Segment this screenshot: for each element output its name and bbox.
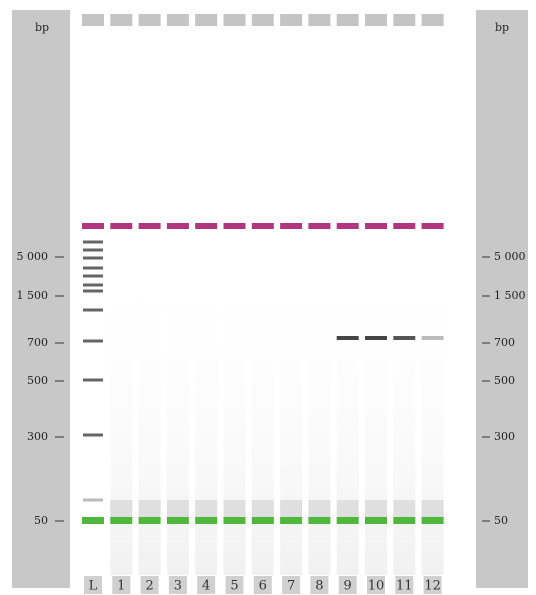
lower-marker-band <box>139 517 161 524</box>
lower-marker-band <box>224 517 246 524</box>
left-tick-label: 500 <box>27 374 48 387</box>
ladder-band <box>83 434 103 437</box>
lane-top-marker <box>224 14 246 26</box>
lane-smear <box>195 250 217 575</box>
lower-marker-band <box>308 517 330 524</box>
lower-marker-band <box>252 517 274 524</box>
right-unit: bp <box>495 21 509 34</box>
sample-band <box>422 336 444 340</box>
lower-marker-band <box>337 517 359 524</box>
lane-top-marker <box>252 14 274 26</box>
lower-marker-band <box>82 517 104 524</box>
right-tick-label: 300 <box>494 430 515 443</box>
lane-smear <box>422 250 444 575</box>
upper-marker-band <box>82 223 104 229</box>
lane-label: L <box>89 579 98 594</box>
lane-label: 1 <box>117 579 125 594</box>
lane-smear <box>308 250 330 575</box>
lower-marker-band <box>422 517 444 524</box>
left-unit: bp <box>35 21 49 34</box>
upper-marker-band <box>195 223 217 229</box>
upper-marker-band <box>224 223 246 229</box>
lower-marker-band <box>195 517 217 524</box>
ladder-band <box>83 499 103 502</box>
ladder-band <box>83 340 103 343</box>
lane-smear <box>365 250 387 575</box>
sample-band <box>337 336 359 340</box>
lane-top-marker <box>139 14 161 26</box>
lane-label: 12 <box>424 579 441 594</box>
lane-smear <box>110 250 132 575</box>
upper-marker-band <box>110 223 132 229</box>
left-tick-label: 700 <box>27 336 48 349</box>
lane-label: 2 <box>145 579 153 594</box>
upper-marker-band <box>422 223 444 229</box>
ladder-band <box>83 379 103 382</box>
lane-smear <box>393 250 415 575</box>
lane-smear <box>139 250 161 575</box>
left-tick-label: 1 500 <box>17 289 49 302</box>
lane-top-marker <box>195 14 217 26</box>
upper-marker-band <box>365 223 387 229</box>
lower-marker-band <box>110 517 132 524</box>
left-tick-label: 50 <box>34 514 48 527</box>
lane-top-marker <box>82 14 104 26</box>
lane-label: 9 <box>344 579 352 594</box>
lane-top-marker <box>393 14 415 26</box>
ladder-band <box>83 267 103 270</box>
right-tick-label: 50 <box>494 514 508 527</box>
right-tick-label: 700 <box>494 336 515 349</box>
lane-smear <box>280 250 302 575</box>
gel-image: bp bp 5 000 1 500 700 500 300 50 5 000 1 500 700… <box>0 0 536 595</box>
lane-label: 11 <box>396 579 413 594</box>
lane-top-marker <box>308 14 330 26</box>
lane-smear <box>252 250 274 575</box>
lane-label: 8 <box>315 579 323 594</box>
upper-marker-band <box>393 223 415 229</box>
lane-top-marker <box>422 14 444 26</box>
lane-label: 10 <box>368 579 385 594</box>
lane-label: 5 <box>230 579 238 594</box>
upper-marker-band <box>252 223 274 229</box>
upper-marker-band <box>280 223 302 229</box>
lower-marker-band <box>393 517 415 524</box>
lane-smear <box>337 250 359 575</box>
upper-marker-band <box>308 223 330 229</box>
right-tick-label: 500 <box>494 374 515 387</box>
ladder-band <box>83 284 103 287</box>
ladder-band <box>83 241 103 244</box>
upper-marker-band <box>139 223 161 229</box>
ladder-band <box>83 275 103 278</box>
lane-smear <box>167 250 189 575</box>
right-tick-label: 5 000 <box>494 250 526 263</box>
sample-band <box>393 336 415 340</box>
sample-band <box>365 336 387 340</box>
ladder-band <box>83 309 103 312</box>
lane-top-marker <box>337 14 359 26</box>
lane-label: 4 <box>202 579 210 594</box>
lane-top-marker <box>280 14 302 26</box>
upper-marker-band <box>167 223 189 229</box>
lane-top-marker <box>167 14 189 26</box>
lane-top-marker <box>365 14 387 26</box>
upper-marker-band <box>337 223 359 229</box>
lower-marker-band <box>365 517 387 524</box>
right-tick-label: 1 500 <box>494 289 526 302</box>
left-tick-label: 300 <box>27 430 48 443</box>
lane-label: 3 <box>174 579 182 594</box>
lane-label: 6 <box>259 579 267 594</box>
lane-top-marker <box>110 14 132 26</box>
left-tick-label: 5 000 <box>17 250 49 263</box>
lane-smear <box>224 250 246 575</box>
ladder-band <box>83 290 103 293</box>
lower-marker-band <box>167 517 189 524</box>
lower-marker-band <box>280 517 302 524</box>
ladder-band <box>83 257 103 260</box>
ladder-band <box>83 249 103 252</box>
lane-label: 7 <box>287 579 295 594</box>
